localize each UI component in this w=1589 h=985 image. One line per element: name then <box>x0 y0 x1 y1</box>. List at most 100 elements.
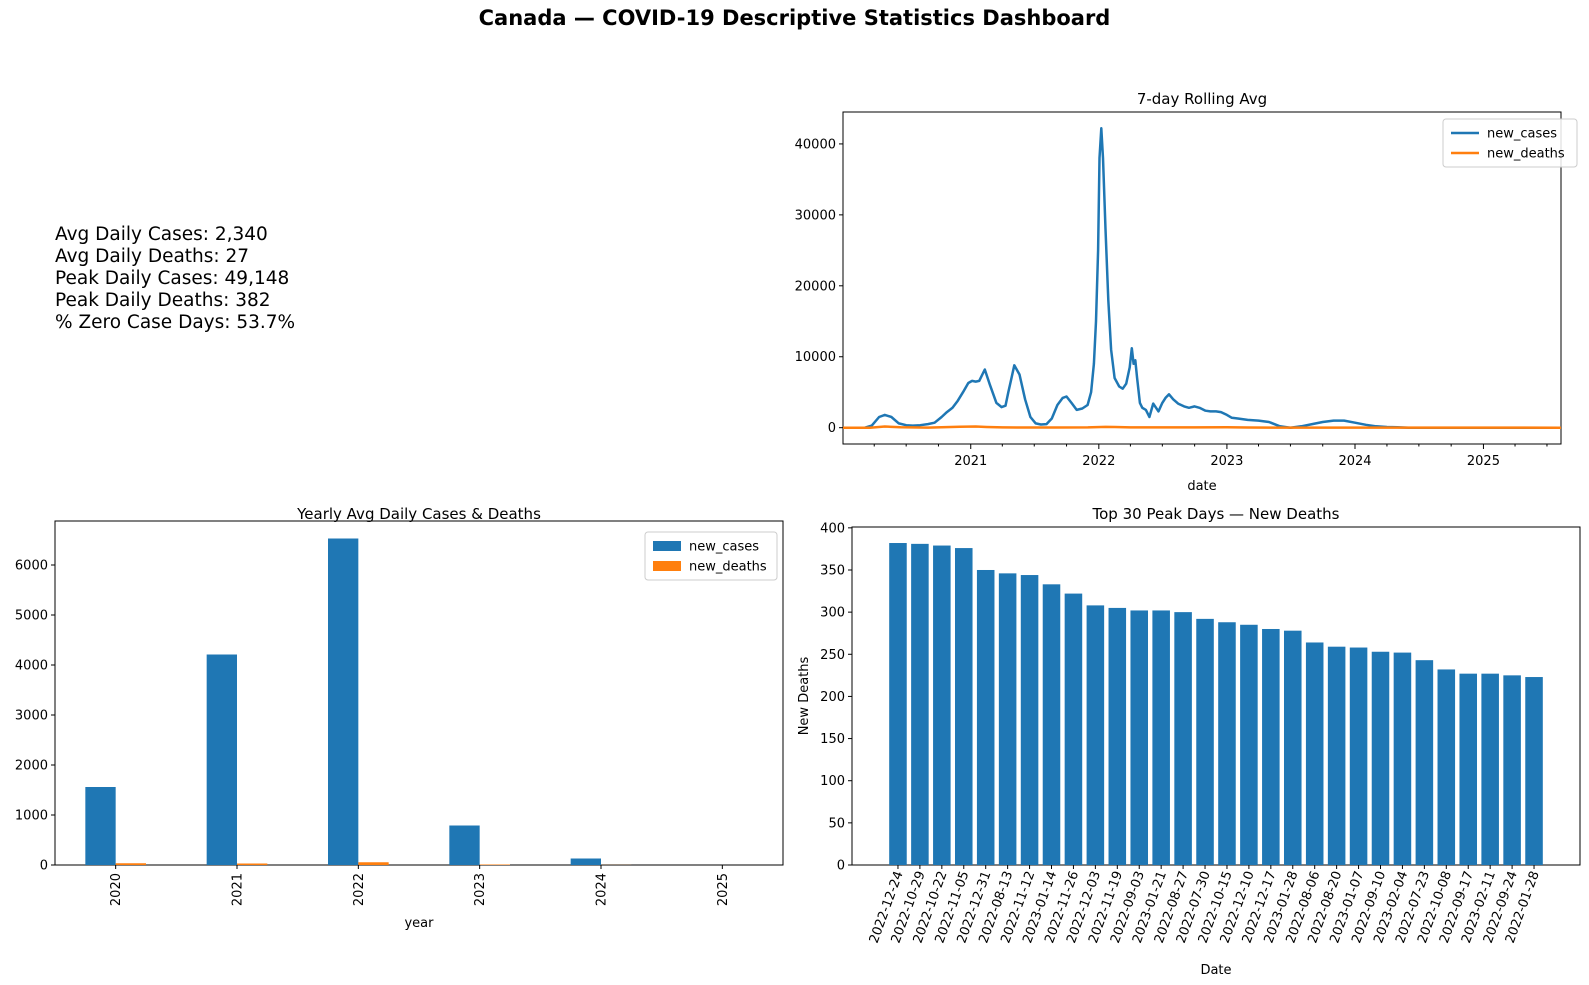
y-tick-label: 2000 <box>15 759 48 774</box>
series-line-new_cases <box>843 127 1561 429</box>
bar-new-deaths <box>1086 605 1105 865</box>
y-tick-label: 200 <box>820 690 845 705</box>
bar-new-deaths <box>1130 610 1149 865</box>
y-tick-label: 400 <box>820 521 845 536</box>
x-tick-label: 2022 <box>1082 454 1115 469</box>
bar-new_cases <box>206 654 237 865</box>
bar-new-deaths <box>1108 607 1127 865</box>
stat-avg-daily-cases: Avg Daily Cases: 2,340 <box>55 224 268 245</box>
legend-swatch <box>653 541 681 551</box>
y-tick-label: 4000 <box>15 659 48 674</box>
y-tick-label: 0 <box>837 859 845 874</box>
x-tick-label: 2024 <box>595 873 610 906</box>
bar-new-deaths <box>933 545 951 865</box>
dashboard-title: Canada — COVID-19 Descriptive Statistics… <box>478 6 1111 30</box>
bar-new-deaths <box>1240 624 1258 865</box>
y-tick-label: 10000 <box>795 350 836 365</box>
bar-new-deaths <box>1371 651 1390 865</box>
bar-new-deaths <box>1152 610 1170 865</box>
legend-label: new_deaths <box>1487 147 1565 162</box>
bar-new-deaths <box>1042 584 1061 865</box>
bar-new_cases <box>570 858 601 865</box>
legend-label: new_cases <box>689 540 759 555</box>
x-axis-label: Date <box>1200 963 1231 978</box>
bar-new-deaths <box>998 573 1017 865</box>
y-tick-label: 100 <box>820 774 845 789</box>
x-axis-label: date <box>1187 479 1216 494</box>
bar-new-deaths <box>1503 675 1521 865</box>
bar-new_cases <box>328 538 359 865</box>
axes-frame <box>842 111 1562 445</box>
yearly-avg-chart: 0 1000 2000 3000 4000 5000 6000 2020 2021 2022 202… <box>15 505 784 931</box>
bar-new-deaths <box>911 543 929 865</box>
stat-zero-case-days: % Zero Case Days: 53.7% <box>55 312 296 333</box>
bar-new_cases <box>85 787 116 865</box>
series-line-new_deaths <box>843 425 1562 429</box>
y-tick-label: 30000 <box>795 208 836 223</box>
stat-peak-daily-cases: Peak Daily Cases: 49,148 <box>55 268 290 289</box>
chart-title: Yearly Avg Daily Cases & Deaths <box>296 505 541 523</box>
bar-new-deaths <box>1174 612 1192 865</box>
bar-new-deaths <box>1064 593 1083 865</box>
stat-peak-daily-deaths: Peak Daily Deaths: 382 <box>55 290 271 311</box>
y-tick-label: 350 <box>820 563 845 578</box>
bar-new-deaths <box>889 543 907 865</box>
y-tick-label: 40000 <box>795 137 836 152</box>
x-axis-label: year <box>404 916 434 931</box>
x-tick-label: 2023 <box>473 873 488 906</box>
x-tick-label: 2025 <box>1467 454 1500 469</box>
x-tick-label: 2024 <box>1338 454 1371 469</box>
chart-title: Top 30 Peak Days — New Deaths <box>1092 505 1340 523</box>
bar-new_deaths <box>358 862 389 865</box>
bar-new-deaths <box>1196 618 1214 865</box>
bar-new-deaths <box>1218 622 1236 865</box>
legend-box <box>1442 118 1578 168</box>
bar-new-deaths <box>1415 660 1434 865</box>
bar-new-deaths <box>1481 673 1499 865</box>
stat-avg-daily-deaths: Avg Daily Deaths: 27 <box>55 246 250 267</box>
y-axis-label: New Deaths <box>797 656 812 735</box>
x-tick-label: 2021 <box>231 873 246 906</box>
bar-new-deaths <box>1283 630 1302 865</box>
chart-title: 7-day Rolling Avg <box>1137 90 1267 108</box>
x-tick-label: 2020 <box>109 873 124 906</box>
bar-new_deaths <box>237 863 268 865</box>
x-tick-label: 2025 <box>716 873 731 906</box>
axes-frame <box>54 520 784 866</box>
bar-new_cases <box>449 825 480 865</box>
x-tick-label: 2021 <box>954 454 987 469</box>
bar-new-deaths <box>1525 677 1543 865</box>
bar-new_deaths <box>115 863 146 865</box>
rolling-avg-chart: 0 10000 20000 30000 40000 2021 2022 2023 2024 202… <box>795 90 1578 494</box>
bar-new-deaths <box>1437 669 1456 865</box>
bar-new-deaths <box>976 569 995 865</box>
summary-stats-panel: Avg Daily Cases: 2,340 Avg Daily Deaths:… <box>55 224 295 334</box>
legend-label: new_deaths <box>689 560 767 575</box>
y-tick-label: 0 <box>828 421 836 436</box>
bar-new_deaths <box>479 864 510 865</box>
legend-label: new_cases <box>1487 127 1557 142</box>
bar-new-deaths <box>954 548 973 865</box>
bar-new-deaths <box>1349 647 1368 865</box>
y-tick-label: 3000 <box>15 709 48 724</box>
bar-new-deaths <box>1393 652 1412 865</box>
bar-new-deaths <box>1305 642 1324 865</box>
y-tick-label: 50 <box>828 816 845 831</box>
legend-swatch <box>653 561 681 571</box>
y-tick-label: 6000 <box>15 559 48 574</box>
x-tick-label: 2023 <box>1210 454 1243 469</box>
x-tick-label: 2022 <box>352 873 367 906</box>
y-tick-label: 20000 <box>795 279 836 294</box>
bar-new-deaths <box>1262 628 1280 865</box>
y-tick-label: 300 <box>820 606 845 621</box>
y-tick-label: 0 <box>40 859 48 874</box>
y-tick-label: 1000 <box>15 809 48 824</box>
bar-new-deaths <box>1459 673 1478 865</box>
y-tick-label: 250 <box>820 648 845 663</box>
bar-new-deaths <box>1020 575 1039 865</box>
bar-new-deaths <box>1327 646 1346 865</box>
y-tick-label: 5000 <box>15 609 48 624</box>
peak-deaths-chart: 0501001502002503003504002022-12-242022-1… <box>797 505 1581 978</box>
y-tick-label: 150 <box>820 732 845 747</box>
